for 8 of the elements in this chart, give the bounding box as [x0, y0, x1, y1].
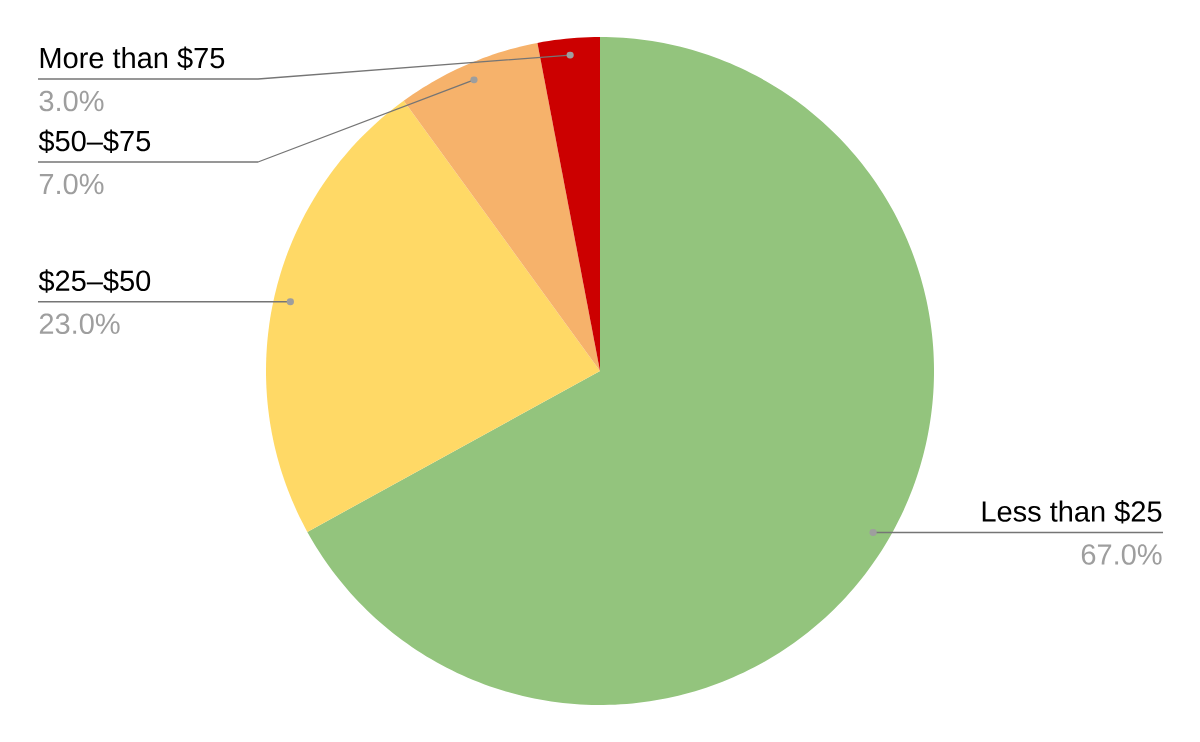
slice-label: More than $75	[40, 46, 225, 70]
data-label: 23.0%	[39, 313, 120, 335]
slice-label: $50–$75	[38, 129, 151, 153]
slice-label: $25–$50	[38, 269, 151, 293]
data-label: 67.0%	[1081, 544, 1162, 565]
data-label: 7.0%	[39, 173, 104, 195]
slice-label: Less than $25	[982, 500, 1162, 524]
data-label: 3.0%	[39, 90, 104, 112]
